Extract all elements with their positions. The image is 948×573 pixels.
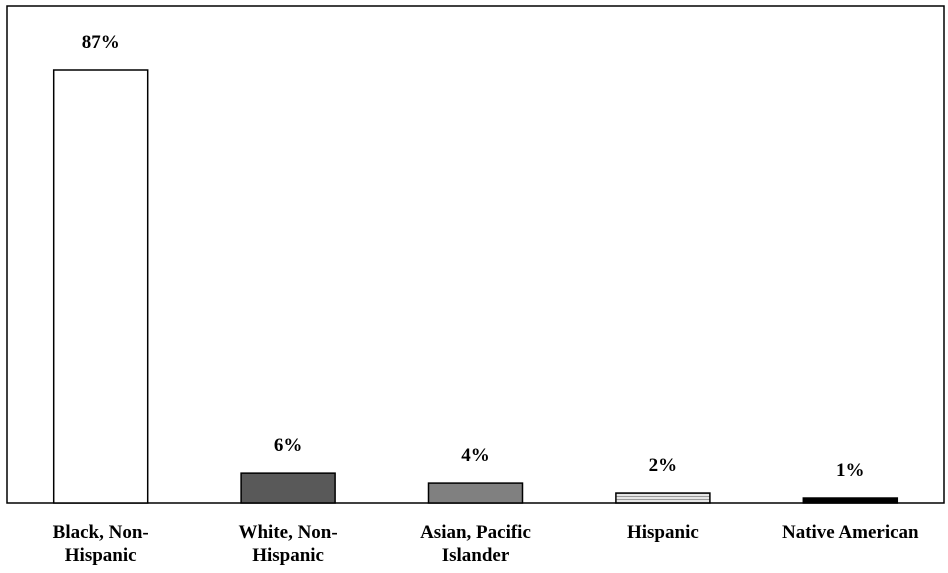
bar-2: [427, 482, 524, 504]
bar-3: [615, 492, 711, 504]
category-label-2: Asian, Pacific Islander: [420, 522, 531, 566]
bar-1: [240, 472, 336, 504]
category-label-4: Native American: [782, 522, 919, 543]
bar-value-label-3: 2%: [649, 455, 678, 476]
bar-value-label-0: 87%: [82, 32, 120, 53]
bar-value-label-4: 1%: [836, 460, 865, 481]
plot-area: [6, 5, 945, 504]
category-label-1: White, Non-Hispanic: [238, 522, 337, 566]
bar-value-label-2: 4%: [461, 445, 490, 466]
bar-value-label-1: 6%: [274, 435, 303, 456]
bar-4: [802, 497, 899, 504]
category-label-0: Black, Non-Hispanic: [53, 522, 149, 566]
category-label-3: Hispanic: [627, 522, 699, 543]
bar-0: [52, 69, 149, 504]
